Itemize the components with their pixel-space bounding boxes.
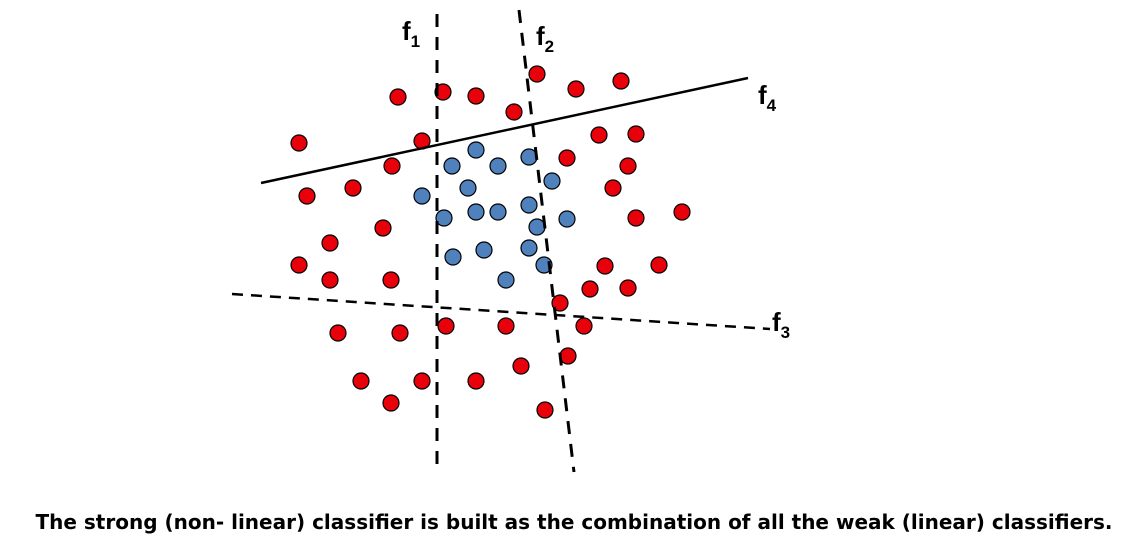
red-data-point — [434, 83, 452, 101]
red-data-point — [467, 87, 485, 105]
red-data-point — [374, 219, 392, 237]
red-data-point — [567, 80, 585, 98]
red-data-point — [389, 88, 407, 106]
classifier-line-f2 — [517, 9, 576, 473]
blue-points — [413, 141, 576, 289]
red-data-point — [619, 157, 637, 175]
blue-data-point — [467, 141, 485, 159]
red-data-point — [612, 72, 630, 90]
red-data-point — [290, 256, 308, 274]
red-data-point — [627, 125, 645, 143]
red-data-point — [551, 294, 569, 312]
red-data-point — [329, 324, 347, 342]
red-data-point — [536, 401, 554, 419]
blue-data-point — [497, 271, 515, 289]
red-data-point — [352, 372, 370, 390]
red-data-point — [437, 317, 455, 335]
red-data-point — [298, 187, 316, 205]
red-data-point — [673, 203, 691, 221]
red-data-point — [382, 271, 400, 289]
red-data-point — [497, 317, 515, 335]
blue-data-point — [535, 256, 553, 274]
red-data-point — [558, 149, 576, 167]
blue-data-point — [528, 218, 546, 236]
blue-data-point — [489, 157, 507, 175]
red-data-point — [581, 280, 599, 298]
blue-data-point — [444, 248, 462, 266]
red-data-point — [590, 126, 608, 144]
figure-caption: The strong (non- linear) classifier is b… — [35, 510, 1113, 534]
blue-data-point — [558, 210, 576, 228]
blue-data-point — [443, 157, 461, 175]
blue-data-point — [489, 203, 507, 221]
red-data-point — [290, 134, 308, 152]
blue-data-point — [475, 241, 493, 259]
red-data-point — [559, 347, 577, 365]
blue-data-point — [543, 172, 561, 190]
red-data-point — [467, 372, 485, 390]
classifier-line-f4 — [260, 76, 749, 185]
red-data-point — [575, 317, 593, 335]
red-data-point — [619, 279, 637, 297]
blue-data-point — [520, 239, 538, 257]
red-data-point — [505, 103, 523, 121]
blue-data-point — [459, 179, 477, 197]
classifier-line-f3 — [231, 292, 771, 331]
blue-data-point — [520, 196, 538, 214]
blue-data-point — [467, 203, 485, 221]
red-data-point — [321, 234, 339, 252]
red-data-point — [382, 394, 400, 412]
label-f2: f2 — [536, 21, 554, 56]
blue-data-point — [413, 187, 431, 205]
red-points — [290, 65, 691, 419]
red-data-point — [391, 324, 409, 342]
red-data-point — [383, 157, 401, 175]
red-data-point — [528, 65, 546, 83]
red-data-point — [596, 257, 614, 275]
red-data-point — [604, 179, 622, 197]
red-data-point — [512, 357, 530, 375]
label-f1: f1 — [402, 16, 420, 51]
red-data-point — [344, 179, 362, 197]
blue-data-point — [435, 209, 453, 227]
red-data-point — [627, 209, 645, 227]
red-data-point — [321, 271, 339, 289]
red-data-point — [650, 256, 668, 274]
red-data-point — [413, 372, 431, 390]
label-f3: f3 — [772, 307, 790, 342]
label-f4: f4 — [758, 80, 777, 115]
